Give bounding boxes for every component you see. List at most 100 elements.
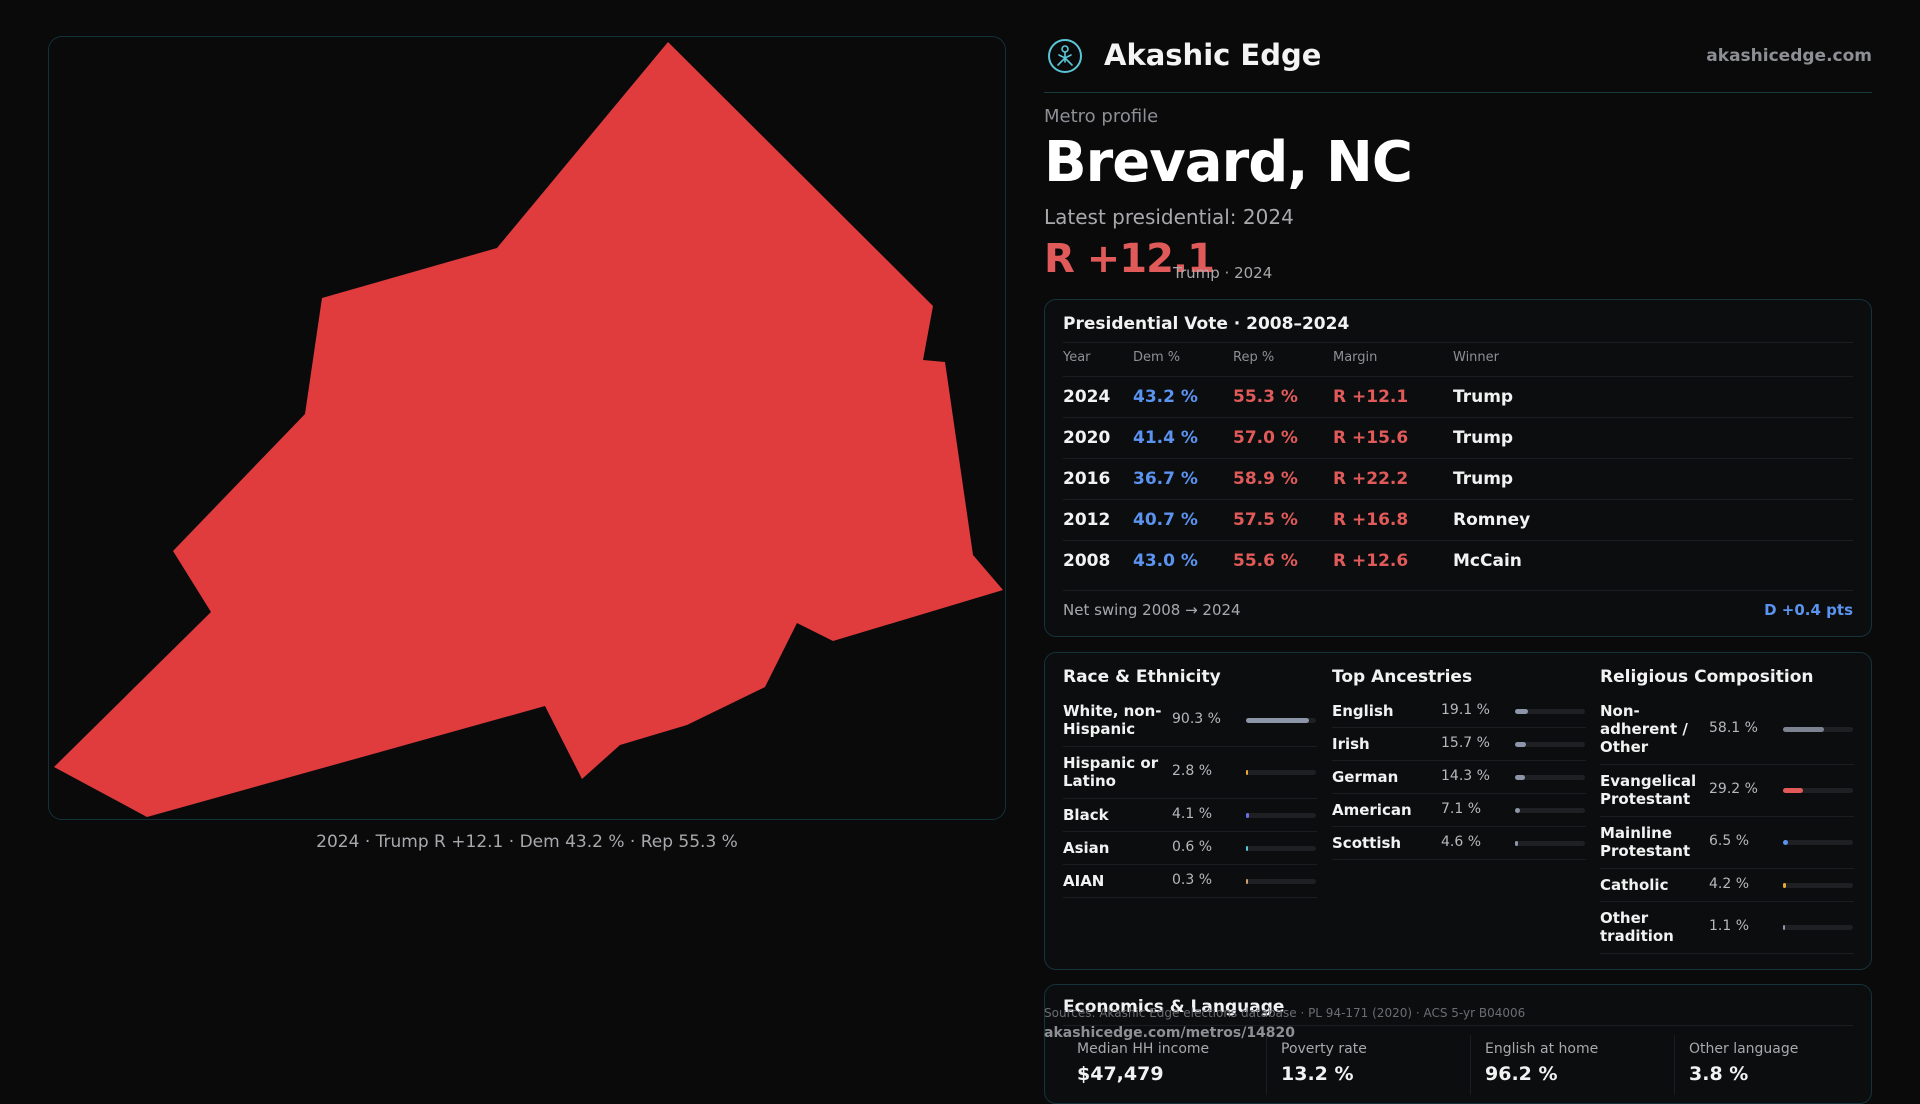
- ancestry-bar-fill: [1515, 709, 1528, 714]
- race-value: 0.3 %: [1172, 872, 1213, 888]
- race-label: Black: [1063, 806, 1109, 824]
- economics-card: Economics & Language Median HH income $4…: [1044, 984, 1872, 1104]
- row-year: 2016: [1063, 469, 1111, 489]
- religion-value: 4.2 %: [1709, 876, 1750, 892]
- religion-bar: [1783, 840, 1853, 845]
- vote-table-header: Year Dem % Rep % Margin Winner: [1063, 350, 1853, 374]
- race-label: White, non-Hispanic: [1063, 702, 1162, 738]
- ancestry-title: Top Ancestries: [1332, 667, 1473, 687]
- stat-value: 96.2 %: [1485, 1063, 1558, 1085]
- race-ethnicity-section: Race & Ethnicity White, non-Hispanic 90.…: [1063, 667, 1317, 898]
- latest-margin-winner: Trump · 2024: [1173, 264, 1273, 282]
- row-year: 2012: [1063, 510, 1111, 530]
- race-value: 0.6 %: [1172, 839, 1213, 855]
- list-item: Black 4.1 %: [1063, 799, 1317, 832]
- brand-name: Akashic Edge: [1104, 38, 1322, 72]
- ancestry-value: 14.3 %: [1441, 768, 1490, 784]
- metro-map[interactable]: [48, 36, 1006, 820]
- stat-separator: [1266, 1035, 1267, 1095]
- ancestry-label: American: [1332, 801, 1412, 819]
- stat-separator: [1470, 1035, 1471, 1095]
- brand-url-link[interactable]: akashicedge.com: [1706, 46, 1872, 66]
- religion-bar-fill: [1783, 883, 1786, 888]
- race-bar: [1246, 846, 1316, 851]
- list-item: Evangelical Protestant 29.2 %: [1600, 765, 1854, 817]
- stat-value: 3.8 %: [1689, 1063, 1749, 1085]
- religion-bar: [1783, 727, 1853, 732]
- race-value: 4.1 %: [1172, 806, 1213, 822]
- table-row: 2012 40.7 % 57.5 % R +16.8 Romney: [1063, 499, 1853, 541]
- religion-value: 29.2 %: [1709, 781, 1758, 797]
- ancestry-bar: [1515, 742, 1585, 747]
- net-swing-label: Net swing 2008 → 2024: [1063, 601, 1241, 619]
- table-row: 2008 43.0 % 55.6 % R +12.6 McCain: [1063, 540, 1853, 582]
- brand-header: Akashic Edge akashicedge.com: [1044, 38, 1872, 93]
- row-dem: 36.7 %: [1133, 469, 1198, 489]
- header-year: Year: [1063, 350, 1091, 365]
- latest-margin: R +12.1: [1044, 236, 1215, 282]
- stat-other-language: Other language 3.8 %: [1689, 1041, 1879, 1085]
- religion-value: 1.1 %: [1709, 918, 1750, 934]
- row-year: 2020: [1063, 428, 1111, 448]
- metro-permalink[interactable]: akashicedge.com/metros/14820: [1044, 1025, 1296, 1041]
- ancestry-label: English: [1332, 702, 1394, 720]
- race-label: Asian: [1063, 839, 1110, 857]
- stat-label: Median HH income: [1077, 1041, 1210, 1057]
- list-item: American 7.1 %: [1332, 794, 1586, 827]
- row-winner: Trump: [1453, 428, 1514, 448]
- stat-separator: [1674, 1035, 1675, 1095]
- row-rep: 55.3 %: [1233, 387, 1298, 407]
- religion-bar-fill: [1783, 925, 1785, 930]
- table-row: 2016 36.7 % 58.9 % R +22.2 Trump: [1063, 458, 1853, 500]
- religion-label: Other tradition: [1600, 909, 1674, 945]
- religion-label: Catholic: [1600, 876, 1669, 894]
- row-margin: R +22.2: [1333, 469, 1409, 489]
- ancestry-section: Top Ancestries English 19.1 % Irish 15.7…: [1332, 667, 1586, 860]
- stat-value: 13.2 %: [1281, 1063, 1354, 1085]
- list-item: AIAN 0.3 %: [1063, 865, 1317, 898]
- list-item: Other tradition 1.1 %: [1600, 902, 1854, 954]
- table-row: 2024 43.2 % 55.3 % R +12.1 Trump: [1063, 376, 1853, 418]
- ancestry-bar-fill: [1515, 808, 1520, 813]
- list-item: Mainline Protestant 6.5 %: [1600, 817, 1854, 869]
- stat-value: $47,479: [1077, 1063, 1164, 1085]
- row-margin: R +12.1: [1333, 387, 1409, 407]
- list-item: German 14.3 %: [1332, 761, 1586, 794]
- row-rep: 55.6 %: [1233, 551, 1298, 571]
- race-label: AIAN: [1063, 872, 1105, 890]
- list-item: White, non-Hispanic 90.3 %: [1063, 695, 1317, 747]
- sources-note: Sources: Akashic Edge elections database…: [1044, 1006, 1526, 1020]
- page-title: Brevard, NC: [1044, 130, 1413, 195]
- row-rep: 57.5 %: [1233, 510, 1298, 530]
- list-item: English 19.1 %: [1332, 695, 1586, 728]
- ancestry-value: 15.7 %: [1441, 735, 1490, 751]
- presidential-vote-title: Presidential Vote · 2008–2024: [1063, 314, 1350, 334]
- religion-title: Religious Composition: [1600, 667, 1814, 687]
- list-item: Hispanic or Latino 2.8 %: [1063, 747, 1317, 799]
- latest-presidential-label: Latest presidential: 2024: [1044, 205, 1294, 229]
- race-value: 2.8 %: [1172, 763, 1213, 779]
- row-rep: 57.0 %: [1233, 428, 1298, 448]
- race-bar: [1246, 813, 1316, 818]
- religion-bar: [1783, 788, 1853, 793]
- row-dem: 43.2 %: [1133, 387, 1198, 407]
- row-rep: 58.9 %: [1233, 469, 1298, 489]
- row-dem: 41.4 %: [1133, 428, 1198, 448]
- race-bar-fill: [1246, 718, 1309, 723]
- religion-bar: [1783, 883, 1853, 888]
- religion-bar-fill: [1783, 727, 1824, 732]
- metro-shape-svg: [54, 42, 1003, 817]
- metro-boundary-shape[interactable]: [54, 42, 1003, 817]
- row-margin: R +15.6: [1333, 428, 1409, 448]
- swing-divider: [1063, 590, 1853, 591]
- ancestry-bar-fill: [1515, 742, 1526, 747]
- stat-label: Other language: [1689, 1041, 1799, 1057]
- row-year: 2024: [1063, 387, 1111, 407]
- title-divider: [1063, 342, 1853, 343]
- row-winner: Romney: [1453, 510, 1531, 530]
- row-winner: Trump: [1453, 469, 1514, 489]
- stat-label: Poverty rate: [1281, 1041, 1367, 1057]
- religion-bar-fill: [1783, 788, 1803, 793]
- economics-title: Economics & Language: [1063, 997, 1285, 1017]
- race-bar-fill: [1246, 813, 1249, 818]
